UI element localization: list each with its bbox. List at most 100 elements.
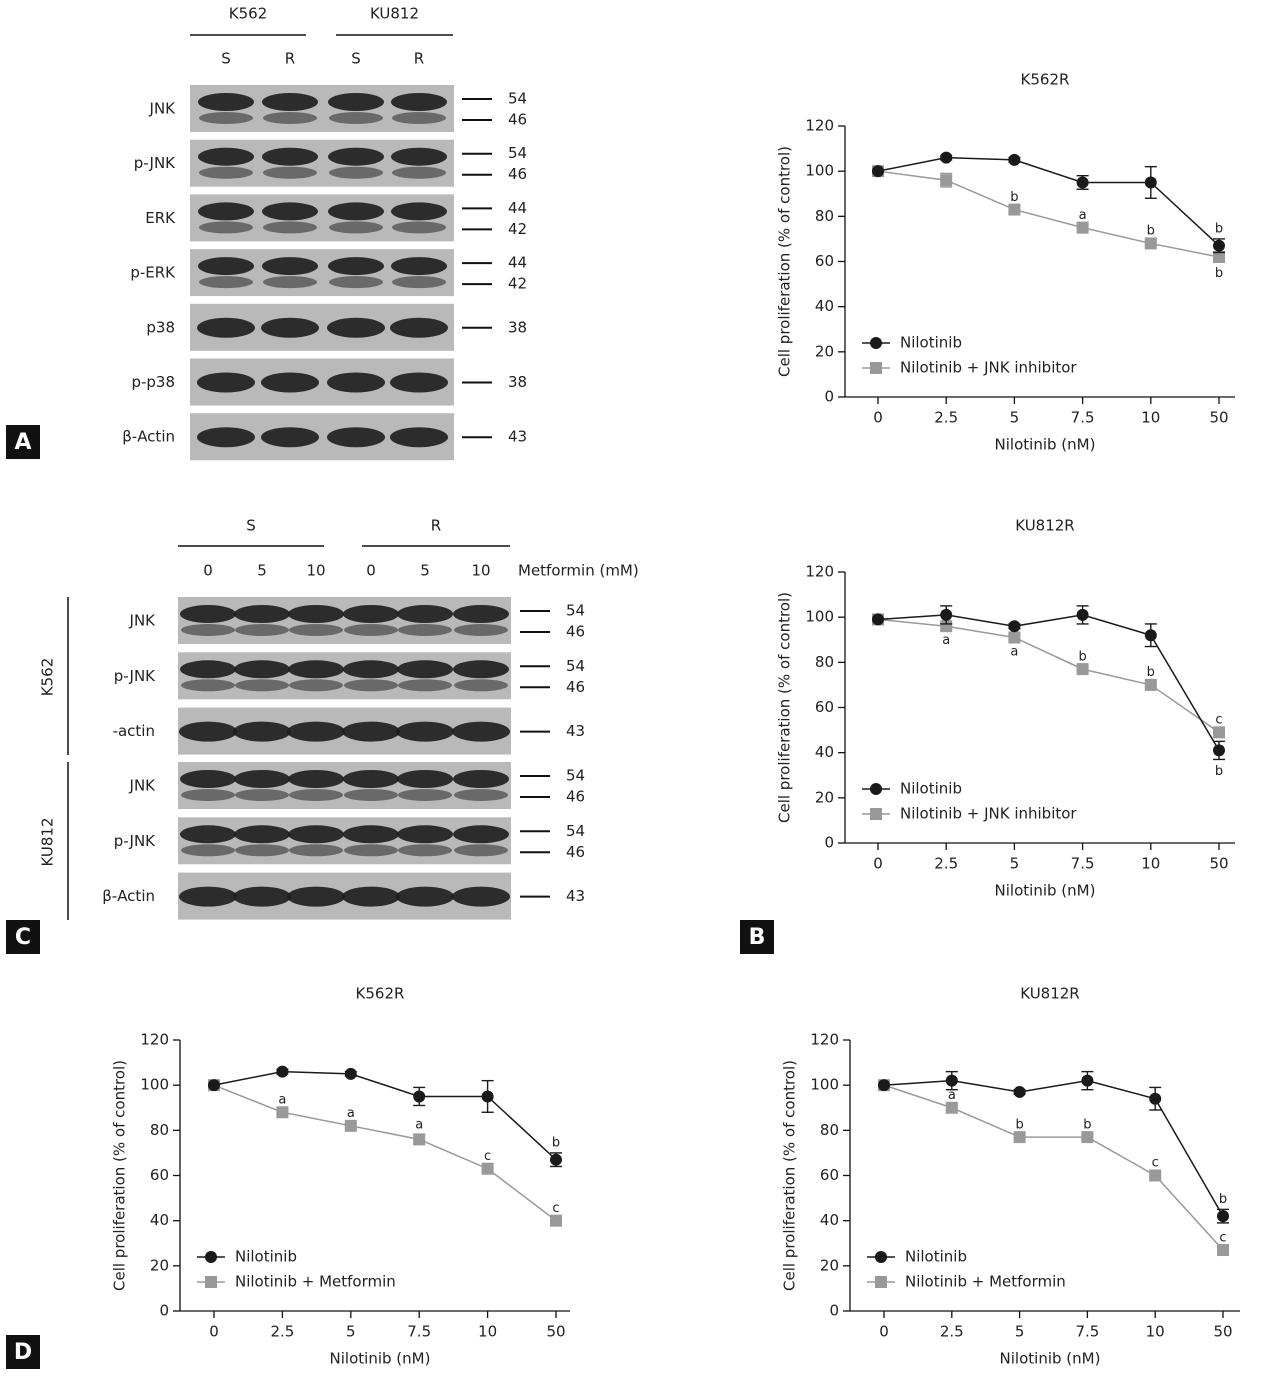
panel-label: C bbox=[15, 925, 31, 950]
lane-label: 0 bbox=[203, 562, 213, 580]
blot-row-label: β-Actin bbox=[122, 428, 175, 446]
blot-row-label: -actin bbox=[113, 722, 155, 740]
blot-band bbox=[342, 721, 400, 742]
blot-band bbox=[454, 624, 508, 636]
blot-band bbox=[344, 789, 398, 801]
marker bbox=[481, 1162, 494, 1175]
blot-band bbox=[262, 202, 318, 221]
blot-band bbox=[329, 166, 383, 179]
significance-label: b bbox=[552, 1135, 560, 1150]
significance-label: b bbox=[1083, 1117, 1091, 1132]
blot-band bbox=[198, 202, 254, 221]
marker bbox=[481, 1090, 494, 1103]
marker-label: 54 bbox=[508, 90, 527, 108]
group-label: KU812 bbox=[370, 5, 419, 23]
panel-label-box bbox=[6, 1335, 40, 1369]
marker-label: 43 bbox=[508, 428, 527, 446]
blot-band bbox=[263, 276, 317, 289]
legend-marker bbox=[875, 1276, 887, 1288]
blot-strip bbox=[178, 597, 511, 644]
marker-label: 42 bbox=[508, 220, 527, 238]
marker bbox=[1213, 744, 1225, 757]
significance-label: b bbox=[1215, 764, 1223, 779]
blot-band bbox=[179, 721, 237, 742]
marker bbox=[1076, 663, 1089, 676]
blot-band bbox=[329, 112, 383, 124]
blot-band bbox=[392, 221, 446, 234]
blot-band bbox=[263, 221, 317, 234]
blot-band bbox=[235, 789, 289, 801]
significance-label: a bbox=[415, 1117, 423, 1132]
marker bbox=[940, 608, 953, 621]
x-tick-label: 2.5 bbox=[270, 1323, 294, 1341]
lane-label: R bbox=[414, 50, 424, 68]
blot-band bbox=[261, 317, 319, 338]
x-axis-label: Nilotinib (nM) bbox=[995, 436, 1096, 454]
blot-band bbox=[343, 605, 399, 623]
x-tick-label: 10 bbox=[1146, 1323, 1165, 1341]
x-tick-label: 2.5 bbox=[934, 855, 958, 873]
legend-marker bbox=[875, 1251, 887, 1263]
blot-band bbox=[397, 770, 453, 788]
legend-label: Nilotinib + Metformin bbox=[235, 1273, 396, 1291]
marker bbox=[1149, 1169, 1162, 1182]
blot-band bbox=[453, 770, 509, 788]
marker bbox=[1213, 726, 1225, 739]
marker-label: 54 bbox=[566, 767, 585, 785]
blot-band bbox=[392, 166, 446, 179]
blot-band bbox=[329, 221, 383, 234]
marker-label: 44 bbox=[508, 254, 527, 272]
legend-marker bbox=[870, 362, 882, 374]
blot-band bbox=[289, 679, 343, 692]
marker bbox=[945, 1074, 958, 1087]
lane-label: 10 bbox=[471, 562, 490, 580]
blot-band bbox=[289, 624, 343, 636]
blot-band bbox=[181, 789, 235, 801]
series-line bbox=[213, 1084, 557, 1222]
x-axis-label: Nilotinib (nM) bbox=[330, 1350, 431, 1368]
legend-label: Nilotinib + JNK inhibitor bbox=[900, 359, 1077, 377]
x-tick-label: 2.5 bbox=[940, 1323, 964, 1341]
x-tick-label: 0 bbox=[873, 409, 883, 427]
significance-label: a bbox=[347, 1106, 355, 1121]
marker-label: 46 bbox=[508, 165, 527, 183]
y-tick-label: 120 bbox=[140, 1031, 169, 1049]
y-tick-label: 120 bbox=[810, 1031, 839, 1049]
blot-band bbox=[262, 147, 318, 166]
blot-band bbox=[452, 721, 510, 742]
blot-band bbox=[396, 721, 454, 742]
y-tick-label: 80 bbox=[820, 1121, 839, 1139]
lane-label: S bbox=[221, 50, 231, 68]
marker-label: 54 bbox=[566, 602, 585, 620]
blot-band bbox=[327, 317, 385, 338]
marker-label: 54 bbox=[508, 144, 527, 162]
significance-label: c bbox=[484, 1149, 491, 1164]
x-axis-label: Nilotinib (nM) bbox=[1000, 1350, 1101, 1368]
y-tick-label: 0 bbox=[829, 1302, 839, 1320]
blot-band bbox=[199, 276, 253, 289]
lane-label: 5 bbox=[420, 562, 430, 580]
blot-band bbox=[198, 147, 254, 166]
blot-band bbox=[397, 660, 453, 679]
blot-band bbox=[198, 257, 254, 276]
x-tick-label: 5 bbox=[1010, 855, 1020, 873]
blot-band bbox=[398, 679, 452, 692]
y-tick-label: 100 bbox=[140, 1076, 169, 1094]
blot-band bbox=[328, 257, 384, 276]
blot-strip bbox=[178, 652, 511, 700]
x-tick-label: 10 bbox=[1141, 855, 1160, 873]
y-axis-label: Cell proliferation (% of control) bbox=[781, 1060, 799, 1291]
legend-label: Nilotinib + Metformin bbox=[905, 1273, 1066, 1291]
marker-label: 38 bbox=[508, 373, 527, 391]
blot-band bbox=[397, 825, 453, 844]
blot-band bbox=[327, 427, 385, 448]
series-line bbox=[877, 614, 1220, 751]
marker bbox=[276, 1106, 289, 1119]
legend-label: Nilotinib bbox=[905, 1248, 967, 1266]
blot-band bbox=[197, 427, 255, 448]
panel-label-box bbox=[6, 920, 40, 954]
y-tick-label: 120 bbox=[805, 563, 834, 581]
blot-band bbox=[396, 886, 454, 907]
x-axis-label: Nilotinib (nM) bbox=[995, 882, 1096, 900]
